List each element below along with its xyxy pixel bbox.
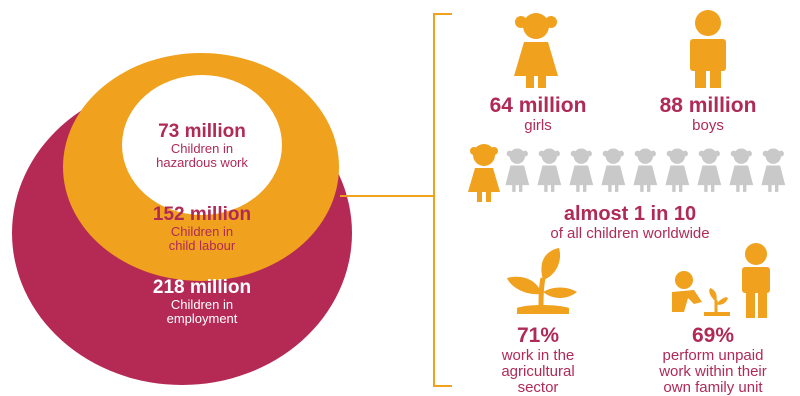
family-value: 69% [691, 324, 735, 347]
child-gray-icon [601, 148, 626, 192]
girls-value: 64 million [489, 94, 587, 117]
boys-stat: 88 million boys [628, 94, 788, 134]
agri-value: 71% [516, 324, 560, 347]
employment-label-2: employment [166, 310, 238, 326]
bracket [433, 13, 452, 387]
ratio-value: almost 1 in 10 [563, 203, 697, 225]
agri-label-1: work in the [501, 347, 575, 364]
child-gray-icon [697, 148, 722, 192]
family-stat: 69% perform unpaid work within their own… [630, 324, 796, 395]
child-labour-value: 152 million [152, 204, 252, 225]
child-gray-icon [761, 148, 786, 192]
girls-label: girls [524, 117, 552, 134]
agri-label-2: agricultural [501, 362, 575, 380]
family-icon [672, 243, 770, 318]
ratio-stat: almost 1 in 10 of all children worldwide [470, 203, 790, 242]
child-labour-label-2: child labour [168, 237, 236, 253]
inner-circle-hazardous-work [122, 75, 282, 215]
agri-label-3: sector [517, 378, 559, 396]
girl-icon [514, 13, 558, 88]
boys-value: 88 million [659, 94, 757, 117]
child-gray-icon [569, 148, 594, 192]
hazardous-label-1: Children in [170, 140, 234, 156]
employment-value: 218 million [152, 277, 252, 298]
family-label-3: own family unit [663, 378, 763, 396]
outer-circle-text: 218 million Children in employment [112, 278, 292, 325]
boys-label: boys [692, 117, 724, 134]
child-labour-label-1: Children in [170, 223, 234, 239]
child-gray-icon [505, 148, 530, 192]
agri-stat: 71% work in the agricultural sector [468, 324, 608, 395]
child-gray-icon [665, 148, 690, 192]
girls-stat: 64 million girls [458, 94, 618, 134]
inner-circle-text: 73 million Children in hazardous work [122, 122, 282, 169]
plant-icon [507, 248, 577, 314]
children-row-icon [468, 144, 786, 202]
child-gray-icon [729, 148, 754, 192]
family-label-2: work within their [659, 362, 767, 380]
hazardous-value: 73 million [158, 121, 246, 142]
ratio-label: of all children worldwide [550, 225, 710, 242]
boy-icon [690, 10, 726, 88]
child-gray-icon [537, 148, 562, 192]
child-gray-icon [633, 148, 658, 192]
middle-circle-text: 152 million Children in child labour [112, 205, 292, 252]
employment-label-1: Children in [170, 296, 234, 312]
hazardous-label-2: hazardous work [156, 154, 248, 170]
family-label-1: perform unpaid [662, 347, 764, 364]
